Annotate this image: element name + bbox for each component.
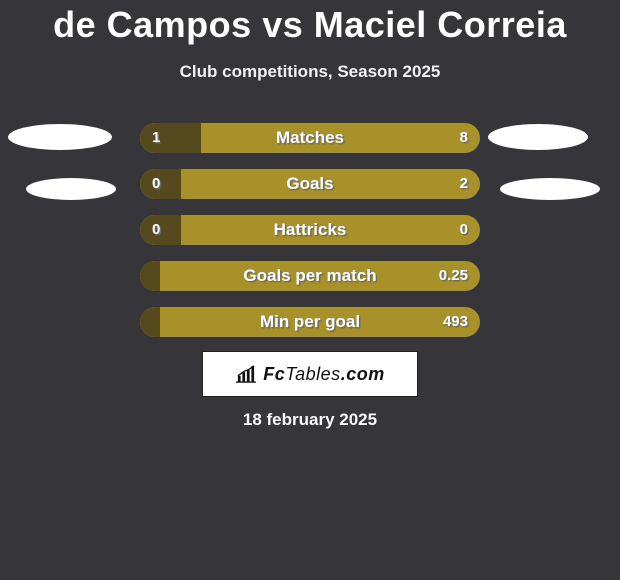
logo-light: Tables [285, 364, 340, 384]
logo-bold: Fc [263, 364, 285, 384]
stat-bar: 02Goals [140, 169, 480, 199]
bar-label: Hattricks [140, 215, 480, 245]
bar-label: Min per goal [140, 307, 480, 337]
head-ellipse [500, 178, 600, 200]
date-line: 18 february 2025 [0, 410, 620, 430]
head-ellipse [26, 178, 116, 200]
bar-chart-icon [235, 365, 257, 383]
bar-label: Goals per match [140, 261, 480, 291]
stat-bar: 00Hattricks [140, 215, 480, 245]
head-ellipse [8, 124, 112, 150]
subtitle: Club competitions, Season 2025 [0, 62, 620, 82]
stat-bar: 0.25Goals per match [140, 261, 480, 291]
logo-tld: .com [341, 364, 385, 384]
stat-bar: 493Min per goal [140, 307, 480, 337]
bar-label: Goals [140, 169, 480, 199]
bar-label: Matches [140, 123, 480, 153]
head-ellipse [488, 124, 588, 150]
stat-bar: 18Matches [140, 123, 480, 153]
page-title: de Campos vs Maciel Correia [0, 4, 620, 46]
logo-text: FcTables.com [263, 364, 384, 385]
fctables-logo: FcTables.com [202, 351, 418, 397]
